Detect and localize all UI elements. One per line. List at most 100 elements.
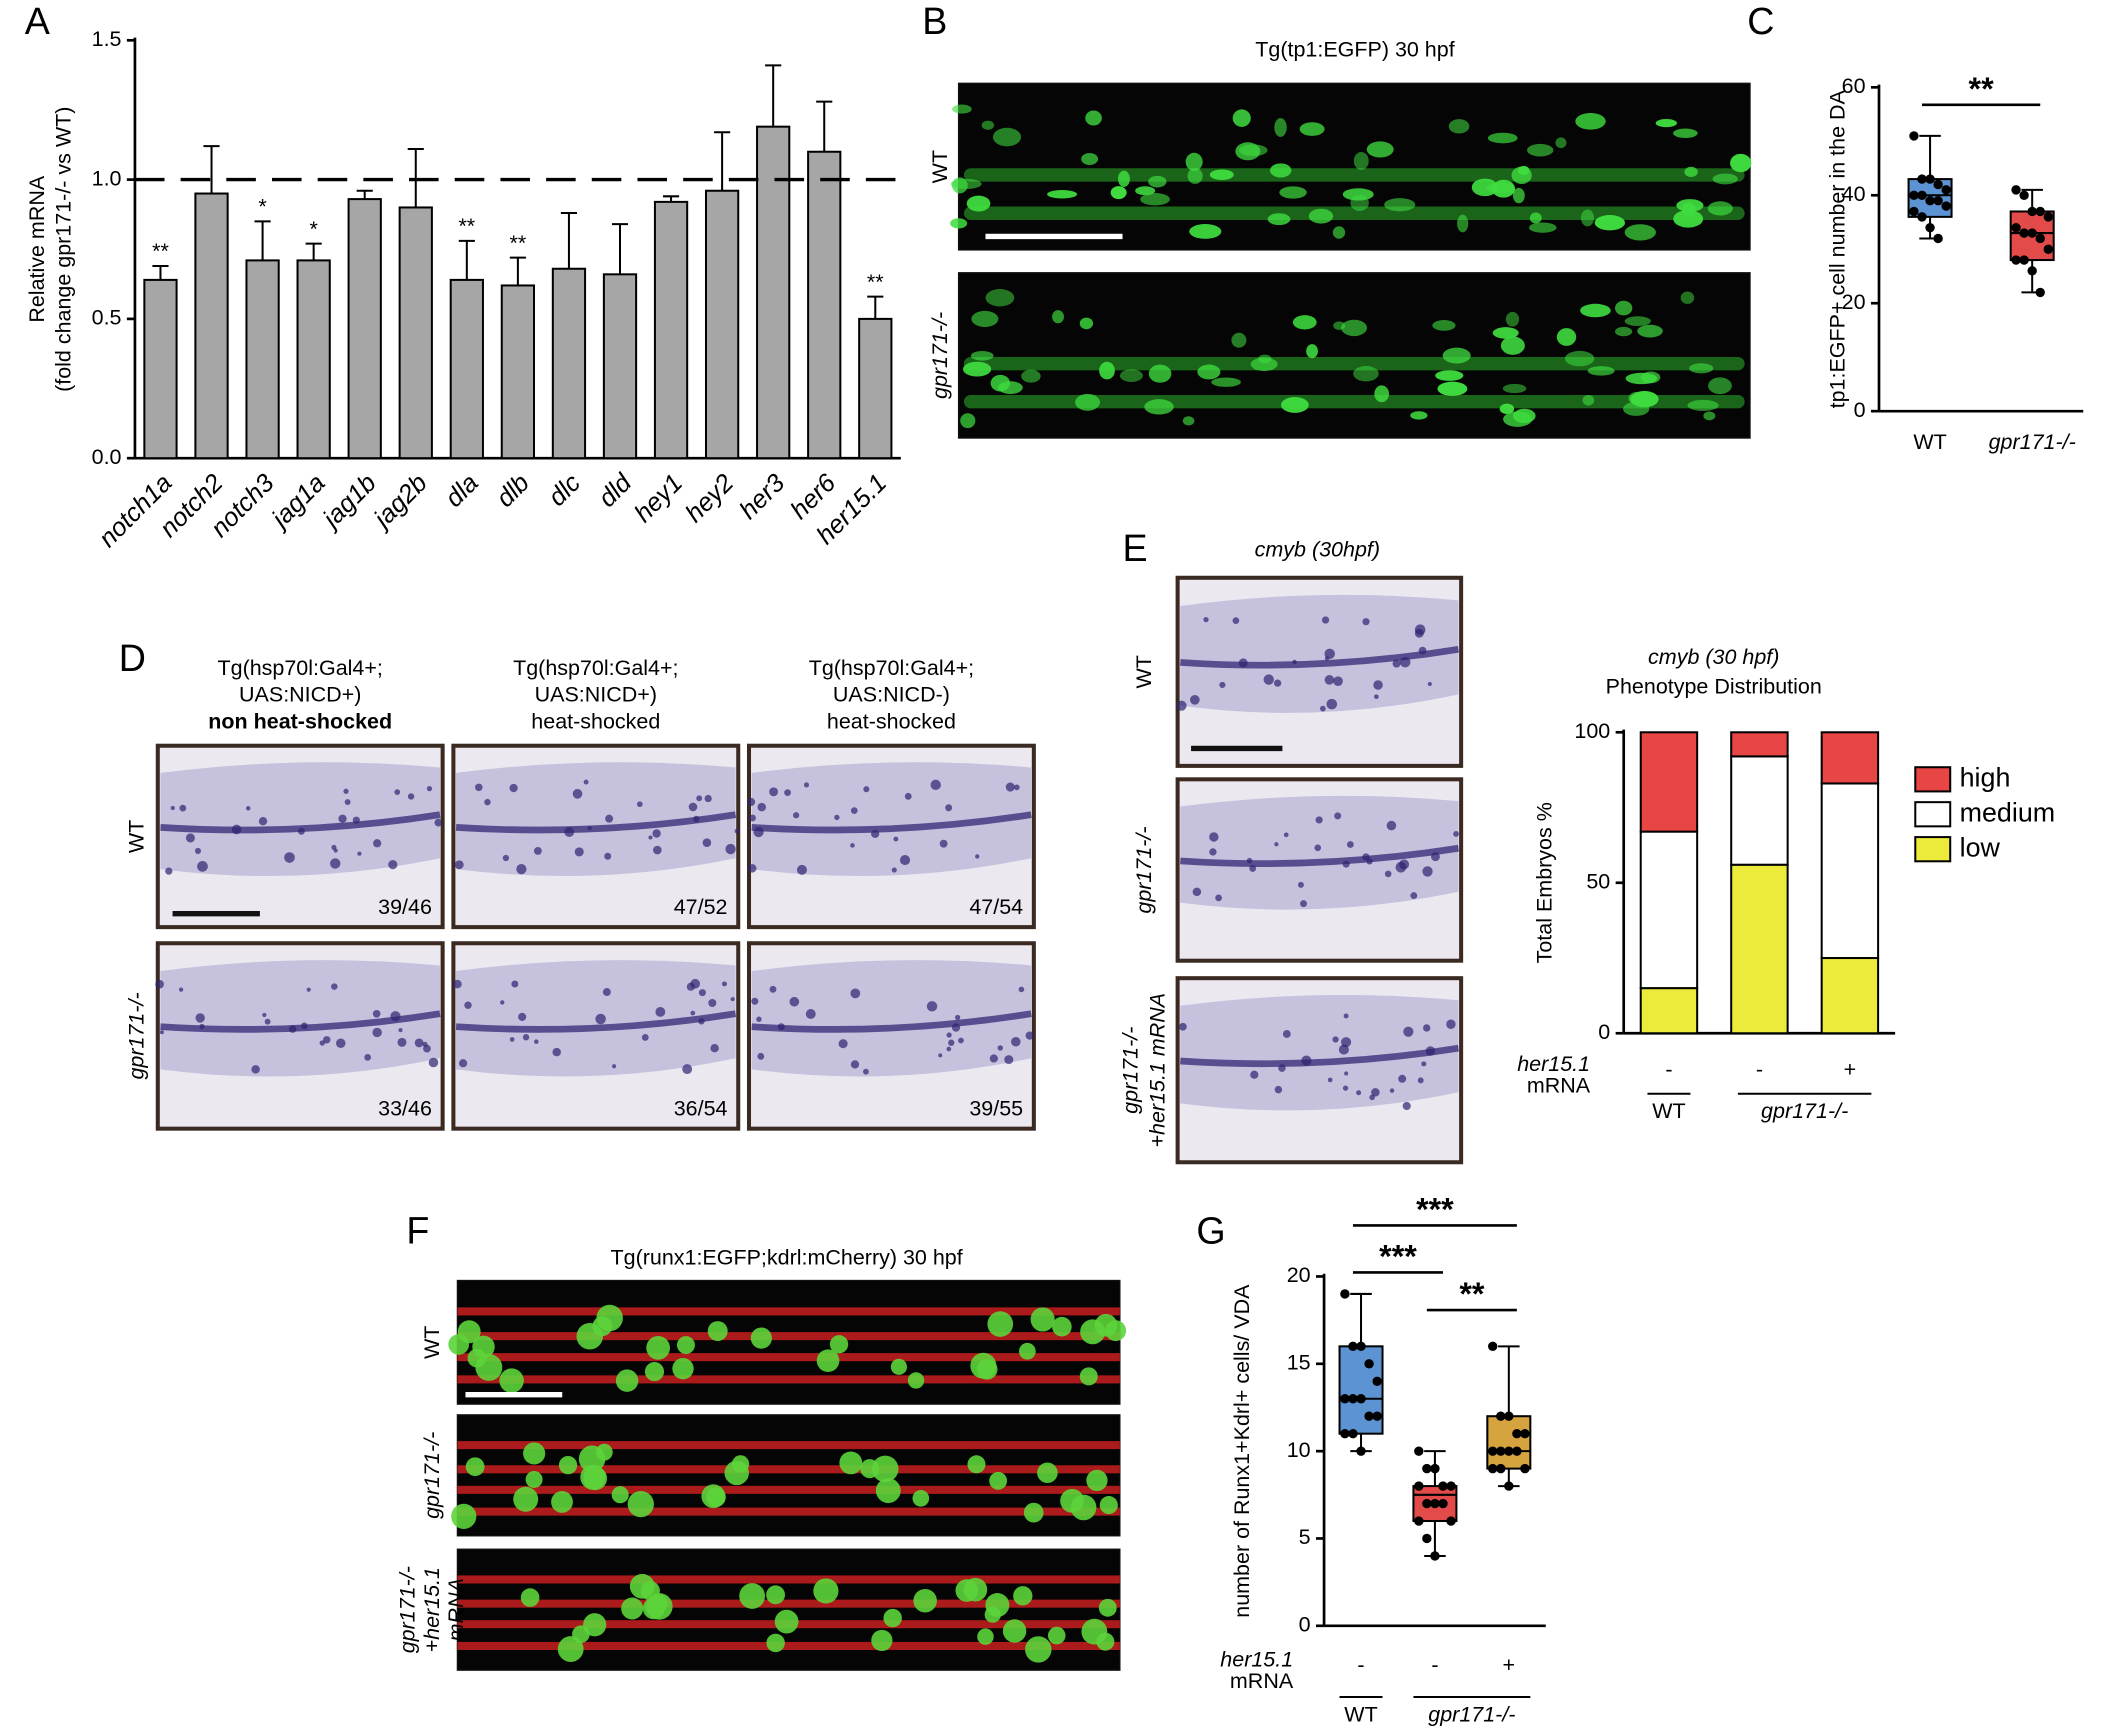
cell (1187, 168, 1203, 184)
stain-dot (1453, 831, 1459, 837)
vessel-stain (1180, 645, 1459, 669)
y-tick-label: 5 (1299, 1525, 1311, 1549)
stain-dot (552, 1047, 561, 1057)
stain-dot (574, 847, 584, 857)
cell (739, 1583, 766, 1609)
cell (1708, 377, 1732, 395)
vessel-stain (1180, 844, 1459, 867)
embryo-trunk (160, 960, 440, 1077)
data-point (1917, 190, 1927, 200)
cell (1292, 315, 1317, 330)
cell (1625, 372, 1658, 385)
stain-dot (1431, 852, 1440, 862)
stain-dot (288, 1025, 297, 1033)
cell (1306, 344, 1318, 359)
vessel (457, 1307, 1120, 1316)
vessel-stain (160, 1010, 441, 1033)
cell (1582, 395, 1595, 406)
stain-dot (604, 852, 612, 860)
stain-dot (533, 847, 542, 855)
cell (1499, 403, 1515, 415)
bar (756, 125, 791, 460)
x-tick-label: - (1431, 1653, 1438, 1677)
stain-dot (1410, 892, 1418, 900)
stain-dot (323, 1036, 331, 1044)
image-texture (960, 289, 1745, 429)
stain-dot (1425, 1046, 1436, 1056)
cell (750, 1327, 772, 1349)
stain-dot (330, 858, 341, 869)
cell (701, 1484, 726, 1509)
cell (583, 1466, 608, 1491)
cell (1085, 110, 1102, 126)
bar (398, 206, 433, 460)
data-point (2027, 228, 2037, 238)
stain-dot (284, 852, 295, 863)
count-label: 47/52 (674, 895, 728, 919)
data-point (1512, 1428, 1522, 1439)
cell (1081, 152, 1099, 165)
stain-dot (702, 838, 712, 848)
micrograph (456, 1548, 1121, 1671)
stain-dot (1373, 680, 1383, 690)
legend-swatch (1914, 836, 1952, 863)
cell (615, 1369, 639, 1392)
cell (1528, 222, 1557, 233)
column-header: Tg(hsp70l:Gal4+; (809, 656, 974, 680)
panel-letter: F (406, 1209, 429, 1251)
stain-dot (484, 798, 491, 806)
stain-dot (690, 1010, 696, 1016)
y-tick-label: 20 (1842, 290, 1866, 314)
cell (1587, 366, 1615, 376)
panel-letter: G (1196, 1209, 1225, 1251)
data-point (1925, 222, 1935, 233)
cell (985, 1593, 1010, 1617)
stain-dot (245, 806, 251, 811)
y-tick-label: 20 (1287, 1263, 1311, 1287)
data-point (1933, 179, 1943, 190)
cell (1094, 1313, 1118, 1337)
stain-dot (1423, 1024, 1431, 1032)
cell (913, 1588, 937, 1613)
cell (595, 1443, 613, 1461)
cell (1435, 370, 1464, 381)
cell (1555, 137, 1567, 149)
significance: ** (1969, 71, 1995, 107)
cell (981, 120, 995, 130)
bar (500, 284, 536, 460)
cell (1079, 1367, 1098, 1386)
bar (449, 278, 484, 460)
data-point (1364, 1359, 1374, 1369)
stain-dot (1398, 1074, 1407, 1083)
data-point (2019, 255, 2029, 265)
cell (1099, 361, 1115, 380)
column-header: UAS:NICD-) (833, 683, 950, 707)
significance: *** (1416, 1191, 1454, 1227)
stain-dot (1238, 658, 1248, 668)
cell (1140, 193, 1170, 206)
panel-letter: B (922, 0, 947, 42)
stain-dot (850, 807, 858, 814)
bar-segment (1639, 987, 1699, 1035)
stain-dot (426, 785, 433, 792)
cell (1047, 1626, 1066, 1645)
stain-dot (516, 864, 527, 875)
data-point (1438, 1498, 1448, 1509)
vessel-stain (751, 811, 1032, 834)
data-point (1504, 1481, 1514, 1491)
stain-dot (1341, 1037, 1352, 1048)
stain-dot (975, 854, 980, 859)
cell (1703, 411, 1716, 421)
cell (1635, 391, 1652, 406)
stain-dot (1203, 616, 1209, 623)
embryo-trunk (1180, 594, 1459, 713)
stain-dot (1417, 1077, 1424, 1084)
cell (1350, 194, 1369, 211)
stain-dot (1315, 816, 1323, 824)
image-texture (457, 1573, 1120, 1663)
cell (1086, 1469, 1108, 1492)
cell (646, 1593, 673, 1620)
data-point (1414, 1481, 1424, 1491)
stain-dot (1389, 1088, 1395, 1093)
bar (858, 317, 893, 460)
